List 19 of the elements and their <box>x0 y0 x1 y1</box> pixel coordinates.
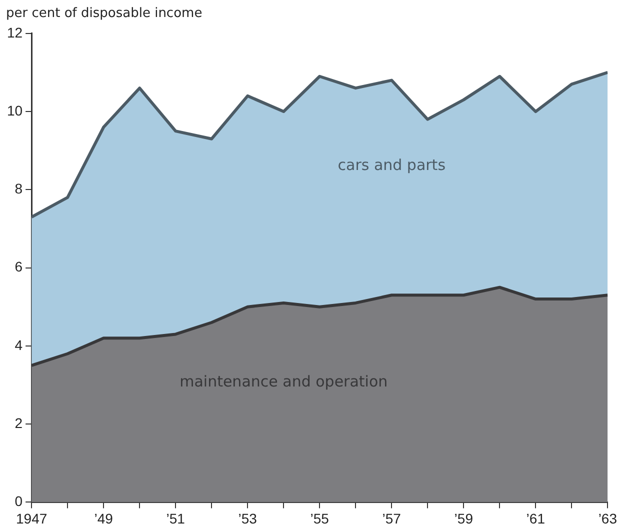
x-tick-label: ’51 <box>166 510 186 526</box>
y-tick-label: 10 <box>6 102 23 118</box>
x-tick-label: 1947 <box>16 510 48 526</box>
y-tick-label: 8 <box>14 180 23 197</box>
y-tick-label: 4 <box>14 336 23 353</box>
series-label: cars and parts <box>338 156 446 174</box>
x-tick-label: ’59 <box>454 510 474 526</box>
x-tick-label: ’57 <box>382 510 402 526</box>
y-tick-label: 2 <box>14 414 23 431</box>
x-tick-label: ’49 <box>94 510 114 526</box>
y-tick-label: 12 <box>6 24 23 40</box>
x-tick-label: ’55 <box>310 510 330 526</box>
x-tick-label: ’61 <box>526 510 546 526</box>
y-tick-label: 6 <box>14 258 23 275</box>
x-tick-label: ’63 <box>598 510 618 526</box>
y-axis-title: per cent of disposable income <box>6 6 202 21</box>
y-tick-label: 0 <box>14 493 23 510</box>
series-label: maintenance and operation <box>180 372 388 391</box>
x-tick-label: ’53 <box>238 510 258 526</box>
